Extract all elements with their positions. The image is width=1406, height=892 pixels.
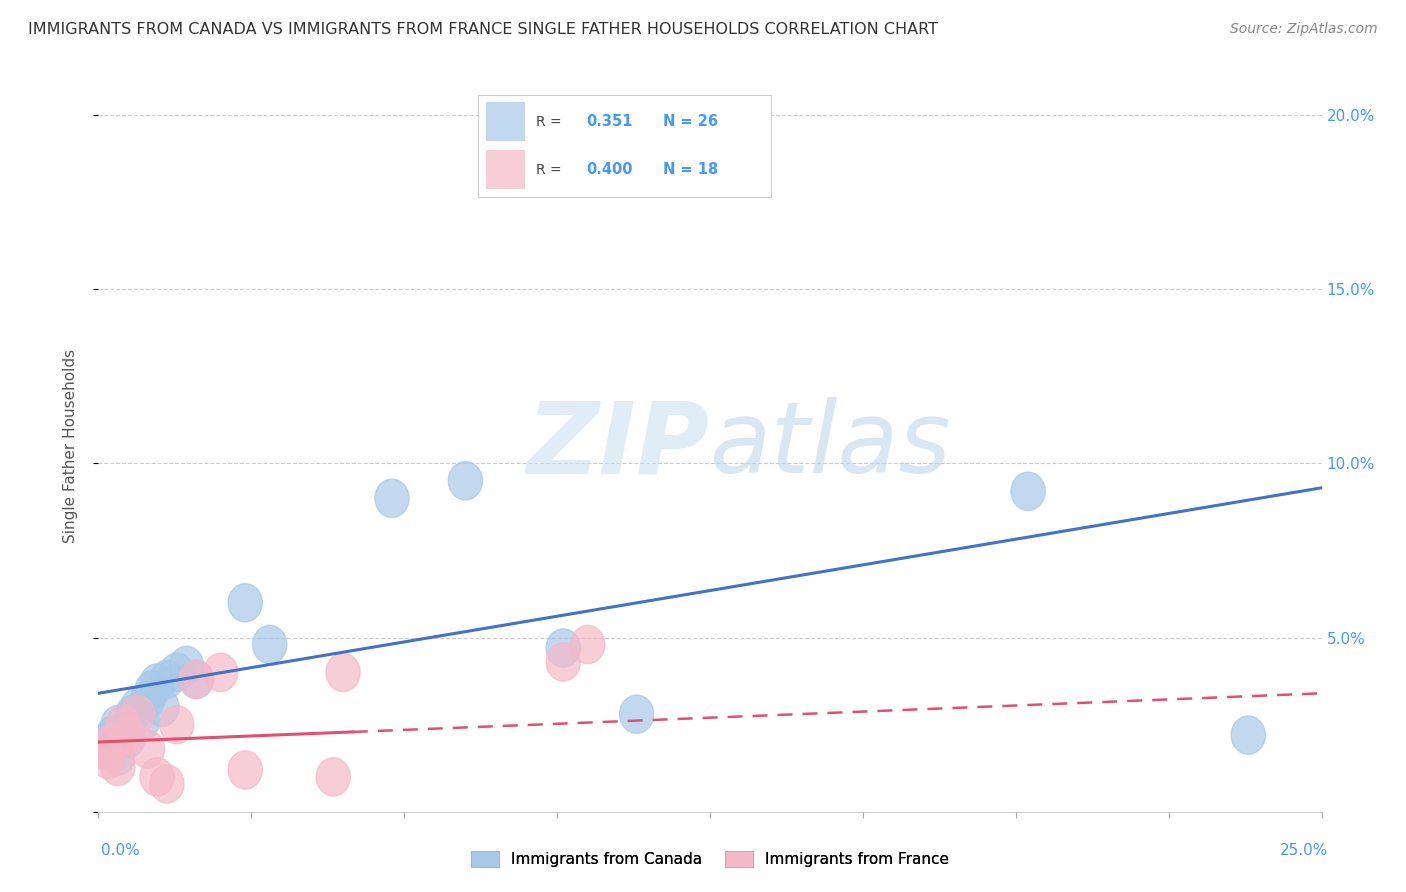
Ellipse shape [96, 716, 131, 755]
Ellipse shape [1232, 716, 1265, 755]
Ellipse shape [91, 723, 125, 761]
Ellipse shape [121, 688, 155, 726]
Ellipse shape [141, 664, 174, 702]
Ellipse shape [179, 660, 214, 698]
Text: ZIP: ZIP [527, 398, 710, 494]
Ellipse shape [160, 706, 194, 744]
Ellipse shape [150, 764, 184, 803]
Ellipse shape [105, 713, 141, 751]
Ellipse shape [145, 688, 179, 726]
Text: atlas: atlas [710, 398, 952, 494]
Ellipse shape [91, 740, 125, 779]
Ellipse shape [131, 681, 165, 720]
Ellipse shape [96, 723, 131, 761]
Ellipse shape [86, 730, 121, 768]
Ellipse shape [375, 479, 409, 517]
Text: IMMIGRANTS FROM CANADA VS IMMIGRANTS FROM FRANCE SINGLE FATHER HOUSEHOLDS CORREL: IMMIGRANTS FROM CANADA VS IMMIGRANTS FRO… [28, 22, 938, 37]
Ellipse shape [160, 653, 194, 691]
Ellipse shape [135, 671, 169, 709]
Ellipse shape [101, 737, 135, 775]
Text: Source: ZipAtlas.com: Source: ZipAtlas.com [1230, 22, 1378, 37]
Text: 25.0%: 25.0% [1281, 843, 1329, 858]
Ellipse shape [253, 625, 287, 664]
Ellipse shape [141, 757, 174, 796]
Ellipse shape [125, 702, 160, 740]
Ellipse shape [101, 706, 135, 744]
Ellipse shape [1011, 472, 1045, 510]
Ellipse shape [105, 706, 141, 744]
Y-axis label: Single Father Households: Single Father Households [63, 349, 77, 543]
Ellipse shape [228, 583, 263, 622]
Ellipse shape [131, 730, 165, 768]
Ellipse shape [150, 660, 184, 698]
Ellipse shape [101, 747, 135, 786]
Ellipse shape [86, 730, 121, 768]
Ellipse shape [449, 462, 482, 500]
Ellipse shape [571, 625, 605, 664]
Ellipse shape [546, 629, 581, 667]
Ellipse shape [546, 643, 581, 681]
Ellipse shape [620, 695, 654, 733]
Ellipse shape [111, 716, 145, 755]
Ellipse shape [228, 751, 263, 789]
Ellipse shape [111, 720, 145, 757]
Ellipse shape [204, 653, 238, 691]
Ellipse shape [316, 757, 350, 796]
Ellipse shape [121, 695, 155, 733]
Ellipse shape [326, 653, 360, 691]
Ellipse shape [115, 695, 150, 733]
Text: 0.0%: 0.0% [101, 843, 141, 858]
Ellipse shape [169, 647, 204, 684]
Legend: Immigrants from Canada, Immigrants from France: Immigrants from Canada, Immigrants from … [465, 846, 955, 873]
Ellipse shape [179, 660, 214, 698]
